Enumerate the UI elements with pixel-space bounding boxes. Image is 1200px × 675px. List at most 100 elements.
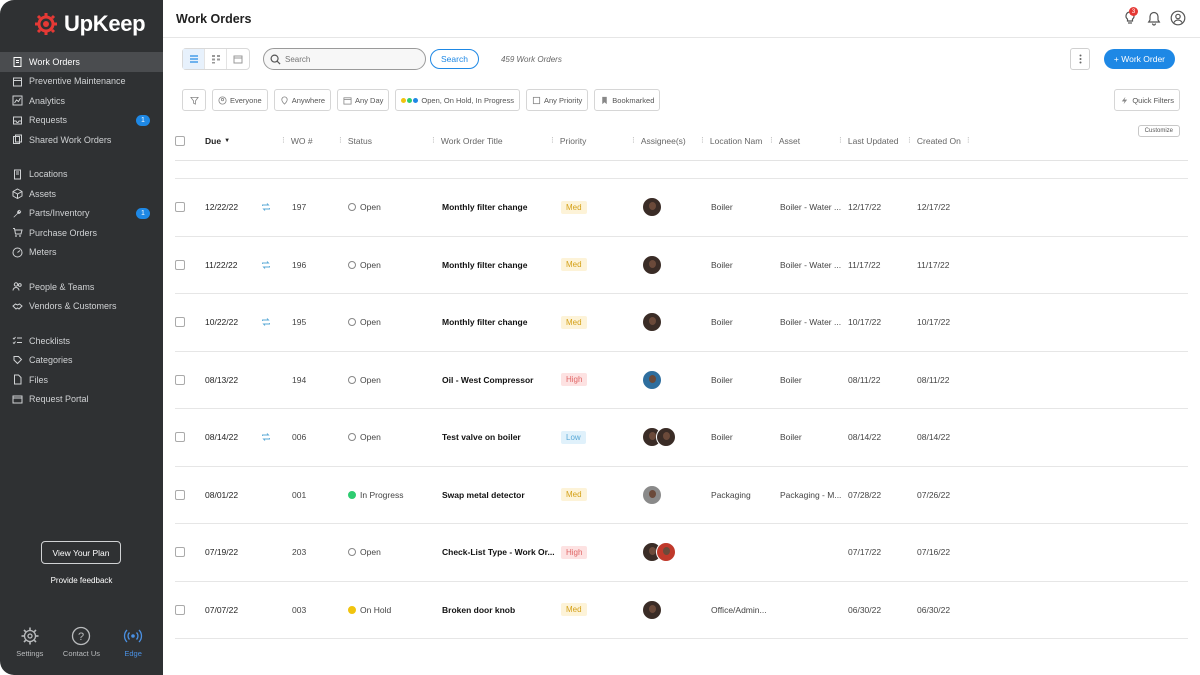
column-due[interactable]: Due ▼ [205, 136, 230, 146]
nav-group-gap [0, 262, 163, 277]
assignee-avatar[interactable] [642, 599, 662, 620]
sidebar-item-work-orders[interactable]: Work Orders [0, 52, 163, 72]
brand-logo[interactable]: UpKeep [0, 0, 163, 48]
sidebar-item-checklists[interactable]: Checklists [0, 331, 163, 351]
bookmarked-filter[interactable]: Bookmarked [594, 89, 661, 111]
account-icon[interactable] [1170, 10, 1186, 26]
sidebar-item-categories[interactable]: Categories [0, 351, 163, 371]
due-date-filter[interactable]: Any Day [337, 89, 390, 111]
column-last-updated[interactable]: ⁝ Last Updated [839, 135, 899, 146]
sidebar-item-shared-work-orders[interactable]: Shared Work Orders [0, 130, 163, 150]
row-select[interactable] [175, 524, 185, 581]
assignee-avatar[interactable] [656, 542, 676, 563]
column-priority[interactable]: ⁝ Priority [551, 135, 587, 146]
new-work-order-button[interactable]: + Work Order [1103, 49, 1175, 69]
work-order-title[interactable]: Monthly filter change [442, 259, 528, 270]
assignee-avatar[interactable] [642, 197, 662, 218]
search-input[interactable] [285, 54, 405, 64]
bell-icon[interactable] [1146, 10, 1162, 26]
row-checkbox[interactable] [175, 547, 185, 558]
column-title[interactable]: ⁝ Work Order Title [432, 135, 503, 146]
search-field[interactable] [263, 48, 426, 70]
assignee-avatar[interactable] [656, 427, 676, 448]
assignee-avatar[interactable] [642, 369, 662, 390]
column-asset[interactable]: ⁝ Asset [770, 135, 801, 146]
provide-feedback-link[interactable]: Provide feedback [50, 576, 113, 585]
search-button[interactable]: Search [430, 49, 479, 69]
table-row[interactable]: 12/22/22 197 Open Monthly filter change Med B… [175, 179, 1188, 237]
open-circle-icon [348, 260, 356, 269]
sidebar-item-people-teams[interactable]: People & Teams [0, 277, 163, 297]
location-filter[interactable]: Anywhere [273, 89, 332, 111]
row-checkbox[interactable] [175, 202, 185, 213]
row-select[interactable] [175, 409, 185, 466]
customize-columns-button[interactable]: Customize [1137, 125, 1180, 137]
row-checkbox[interactable] [175, 604, 185, 615]
sidebar-item-vendors-customers[interactable]: Vendors & Customers [0, 297, 163, 317]
column-status[interactable]: ⁝ Status [339, 135, 372, 146]
sidebar-item-parts-inventory[interactable]: Parts/Inventory 1 [0, 204, 163, 224]
table-row[interactable]: 08/13/22 194 Open Oil - West Compressor High… [175, 352, 1188, 409]
priority-filter[interactable]: Any Priority [525, 89, 589, 111]
assignee-filter[interactable]: Everyone [212, 89, 268, 111]
row-select[interactable] [175, 582, 185, 639]
column-assignees[interactable]: ⁝ Assignee(s) [632, 135, 686, 146]
assignee-avatar[interactable] [642, 484, 662, 505]
assignee-avatar[interactable] [642, 312, 662, 333]
work-order-title[interactable]: Oil - West Compressor [442, 374, 534, 385]
row-checkbox[interactable] [175, 317, 185, 328]
work-order-title[interactable]: Monthly filter change [442, 202, 528, 213]
sidebar-item-locations[interactable]: Locations [0, 165, 163, 185]
calendar-view-button[interactable] [227, 49, 249, 69]
status-filter[interactable]: Open, On Hold, In Progress [395, 89, 520, 111]
work-order-title[interactable]: Swap metal detector [442, 489, 525, 500]
sidebar-item-purchase-orders[interactable]: Purchase Orders [0, 223, 163, 243]
select-all-checkbox[interactable] [175, 135, 185, 146]
row-checkbox[interactable] [175, 259, 185, 270]
row-checkbox[interactable] [175, 489, 185, 500]
sidebar-item-request-portal[interactable]: Request Portal [0, 390, 163, 410]
edge-tool[interactable]: Edge [108, 626, 158, 658]
board-view-button[interactable] [205, 49, 227, 69]
row-select[interactable] [175, 179, 185, 236]
row-checkbox[interactable] [175, 432, 185, 443]
contact-us-tool[interactable]: ? Contact Us [56, 626, 106, 658]
row-select[interactable] [175, 237, 185, 294]
table-row[interactable]: 07/19/22 203 Open Check-List Type - Work Or… [175, 524, 1188, 582]
filter-button[interactable] [182, 89, 206, 111]
table-row[interactable]: 11/22/22 196 Open Monthly filter change Med B… [175, 237, 1188, 294]
table-row[interactable]: 08/01/22 001 In Progress Swap metal detecto… [175, 467, 1188, 524]
work-order-title[interactable]: Check-List Type - Work Or... [442, 547, 555, 558]
assignee-avatar[interactable] [642, 254, 662, 275]
table-row[interactable]: 07/07/22 003 On Hold Broken door knob Med Off… [175, 582, 1188, 639]
table-row[interactable]: 08/14/22 006 Open Test valve on boiler Low Bo… [175, 409, 1188, 467]
list-view-button[interactable] [183, 49, 205, 69]
sidebar-item-analytics[interactable]: Analytics [0, 91, 163, 111]
status-cell: On Hold [348, 582, 391, 639]
more-options-button[interactable] [1070, 48, 1090, 70]
row-select[interactable] [175, 467, 185, 524]
share-icon [12, 134, 23, 145]
row-checkbox[interactable] [175, 374, 185, 385]
work-order-title[interactable]: Monthly filter change [442, 317, 528, 328]
column-wo-number[interactable]: ⁝ WO # [282, 135, 313, 146]
row-select[interactable] [175, 352, 185, 409]
last-updated-cell: 07/28/22 [848, 489, 882, 500]
sidebar-item-meters[interactable]: Meters [0, 243, 163, 263]
work-order-title[interactable]: Broken door knob [442, 604, 516, 615]
sidebar-item-requests[interactable]: Requests 1 [0, 111, 163, 131]
work-order-title[interactable]: Test valve on boiler [442, 432, 521, 443]
status-cell: Open [348, 179, 381, 236]
sidebar-item-files[interactable]: Files [0, 370, 163, 390]
view-plan-button[interactable]: View Your Plan [41, 541, 121, 564]
quick-filters-button[interactable]: Quick Filters [1114, 89, 1180, 111]
sidebar-item-preventive-maintenance[interactable]: Preventive Maintenance [0, 72, 163, 92]
settings-tool[interactable]: Settings [5, 626, 55, 658]
column-created-on[interactable]: ⁝ Created On ⁝ [908, 135, 970, 146]
table-row[interactable]: 10/22/22 195 Open Monthly filter change Med B… [175, 294, 1188, 352]
column-location[interactable]: ⁝ Location Nam [701, 135, 763, 146]
location-cell: Boiler [711, 317, 733, 328]
sidebar-item-assets[interactable]: Assets [0, 184, 163, 204]
lightbulb-button[interactable]: 3 [1122, 7, 1138, 26]
row-select[interactable] [175, 294, 185, 351]
